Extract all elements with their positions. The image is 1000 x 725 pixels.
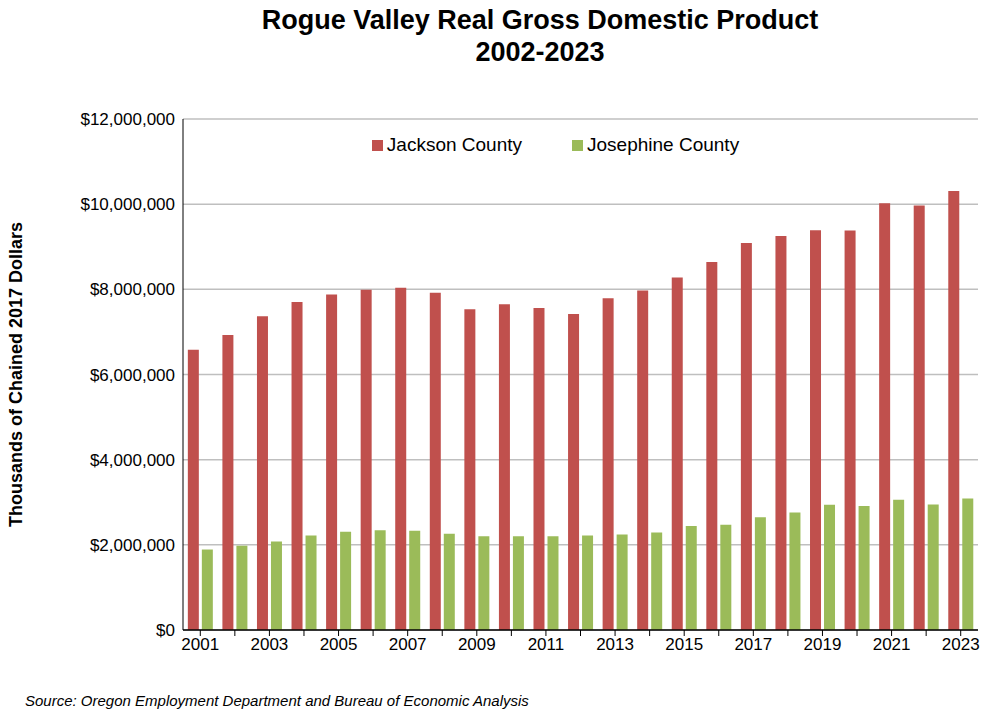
svg-text:$8,000,000: $8,000,000 — [90, 280, 175, 299]
svg-text:$4,000,000: $4,000,000 — [90, 451, 175, 470]
svg-text:$6,000,000: $6,000,000 — [90, 366, 175, 385]
svg-text:2003: 2003 — [250, 635, 288, 654]
html-text:2002-2023: 2002-2023 — [475, 37, 605, 67]
svg-text:$2,000,000: $2,000,000 — [90, 536, 175, 555]
html-text:Rogue Valley Real Gross Domest: Rogue Valley Real Gross Domestic Product — [261, 5, 819, 35]
svg-text:Thousands of Chained 2017 Doll: Thousands of Chained 2017 Dollars — [8, 222, 26, 527]
svg-text:$0: $0 — [156, 621, 175, 640]
svg-text:2015: 2015 — [665, 635, 703, 654]
svg-text:2019: 2019 — [804, 635, 842, 654]
svg-text:2023: 2023 — [942, 635, 980, 654]
svg-text:$12,000,000: $12,000,000 — [80, 110, 175, 129]
svg-text:2001: 2001 — [181, 635, 219, 654]
svg-text:2005: 2005 — [320, 635, 358, 654]
svg-text:2013: 2013 — [596, 635, 634, 654]
html-text:Josephine County: Josephine County — [587, 134, 740, 155]
svg-text:2009: 2009 — [458, 635, 496, 654]
html-text:Source: Oregon Employment Depa: Source: Oregon Employment Department and… — [25, 692, 529, 709]
html-text:Jackson County: Jackson County — [386, 134, 522, 155]
svg-text:$10,000,000: $10,000,000 — [80, 195, 175, 214]
svg-text:2007: 2007 — [389, 635, 427, 654]
svg-text:2021: 2021 — [873, 635, 911, 654]
svg-text:2017: 2017 — [734, 635, 772, 654]
svg-text:2011: 2011 — [528, 635, 565, 654]
